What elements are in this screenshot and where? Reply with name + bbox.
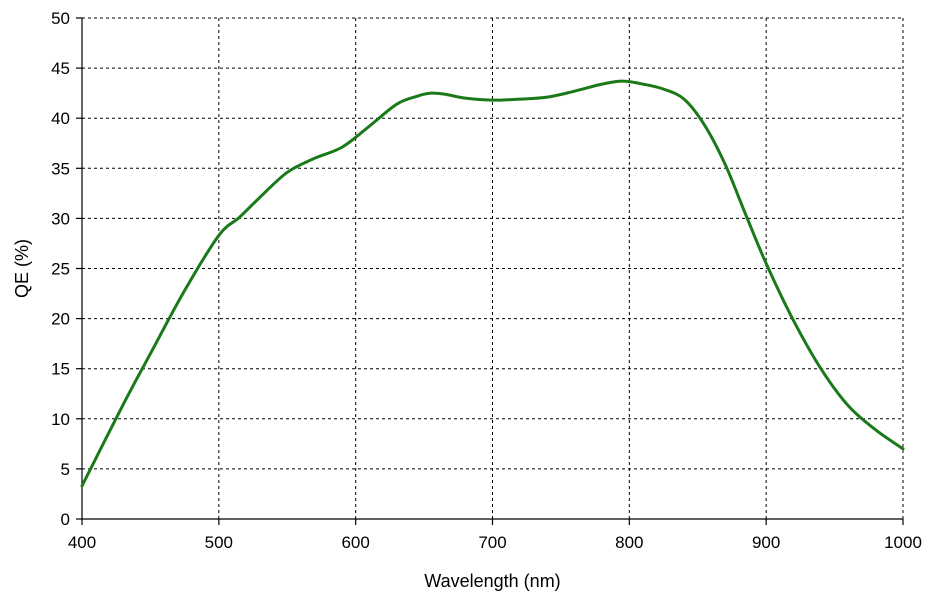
x-tick-label: 600 bbox=[341, 533, 369, 552]
labels-layer: 400 500 600 700 800 900 1000 0 5 10 15 20 25 30 35 40 45… bbox=[51, 9, 922, 552]
y-tick-label: 45 bbox=[51, 59, 70, 78]
y-tick-label: 10 bbox=[51, 410, 70, 429]
x-tick-label: 800 bbox=[615, 533, 643, 552]
y-tick-label: 50 bbox=[51, 9, 70, 28]
y-tick-label: 15 bbox=[51, 360, 70, 379]
y-tick-label: 20 bbox=[51, 310, 70, 329]
x-axis-title: Wavelength (nm) bbox=[424, 571, 560, 591]
x-tick-label: 400 bbox=[68, 533, 96, 552]
series-layer bbox=[80, 79, 905, 488]
y-tick-label: 5 bbox=[61, 460, 70, 479]
axes-layer bbox=[76, 17, 904, 525]
x-tick-label: 700 bbox=[478, 533, 506, 552]
series-line-0 bbox=[80, 79, 905, 488]
y-axis-title: QE (%) bbox=[12, 239, 32, 298]
y-tick-label: 0 bbox=[61, 510, 70, 529]
x-tick-label: 500 bbox=[205, 533, 233, 552]
y-tick-label: 35 bbox=[51, 159, 70, 178]
x-tick-label: 900 bbox=[752, 533, 780, 552]
y-tick-label: 25 bbox=[51, 260, 70, 279]
y-tick-label: 40 bbox=[51, 109, 70, 128]
grid-layer bbox=[82, 17, 904, 519]
y-tick-label: 30 bbox=[51, 209, 70, 228]
x-tick-label: 1000 bbox=[884, 533, 922, 552]
